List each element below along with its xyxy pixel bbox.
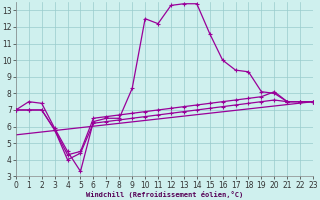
X-axis label: Windchill (Refroidissement éolien,°C): Windchill (Refroidissement éolien,°C) — [86, 191, 243, 198]
